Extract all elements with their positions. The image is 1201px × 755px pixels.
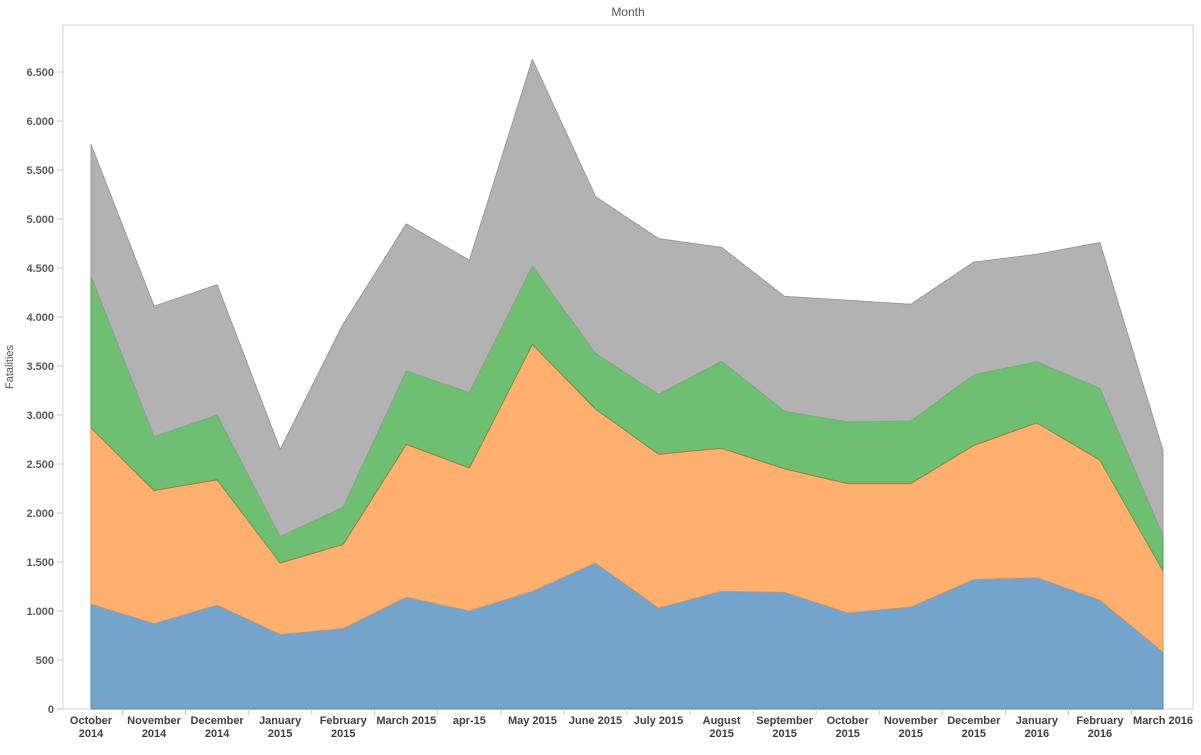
- x-tick-label: July 2015: [634, 715, 684, 727]
- y-tick-label: 3.500: [26, 361, 54, 373]
- y-tick-label: 3.000: [26, 410, 54, 422]
- y-tick-label: 4.000: [26, 312, 54, 324]
- x-tick-label: January 2016: [1016, 715, 1059, 740]
- y-tick-label: 0: [48, 704, 54, 716]
- x-tick-label: November 2015: [884, 715, 939, 740]
- y-tick-label: 500: [36, 655, 54, 667]
- y-tick-label: 6.000: [26, 116, 54, 128]
- x-tick-label: February 2016: [1076, 715, 1124, 740]
- x-tick-label: May 2015: [508, 715, 557, 727]
- y-tick-label: 1.500: [26, 557, 54, 569]
- x-tick-label: June 2015: [569, 715, 622, 727]
- x-tick-label: December 2015: [947, 715, 1001, 740]
- x-tick-label: December 2014: [191, 715, 245, 740]
- y-axis: 0 500 1.000 1.500 2.000 2.500 3.000 3.500 4.000 4…: [26, 67, 63, 716]
- x-tick-label: October 2015: [827, 715, 870, 740]
- x-tick-label: September 2015: [756, 715, 814, 740]
- x-tick-label: November 2014: [127, 715, 182, 740]
- y-tick-label: 2.500: [26, 459, 54, 471]
- x-tick-label: March 2015: [376, 715, 436, 727]
- x-tick-label: August 2015: [703, 715, 741, 740]
- x-axis: October 2014 November 2014 December 2014 Janua…: [70, 709, 1193, 740]
- y-tick-label: 5.500: [26, 165, 54, 177]
- y-tick-label: 1.000: [26, 606, 54, 618]
- area-series-4-gray[interactable]: [90, 58, 1164, 537]
- y-tick-label: 2.000: [26, 508, 54, 520]
- y-tick-label: 4.500: [26, 263, 54, 275]
- x-tick-label: January 2015: [259, 715, 302, 740]
- x-tick-label: February 2015: [320, 715, 368, 740]
- x-tick-label: March 2016: [1133, 715, 1193, 727]
- y-tick-label: 6.500: [26, 67, 54, 79]
- x-tick-label: apr-15: [453, 715, 486, 727]
- chart-title: Month: [611, 5, 645, 19]
- y-tick-label: 5.000: [26, 214, 54, 226]
- x-tick-label: October 2014: [70, 715, 113, 740]
